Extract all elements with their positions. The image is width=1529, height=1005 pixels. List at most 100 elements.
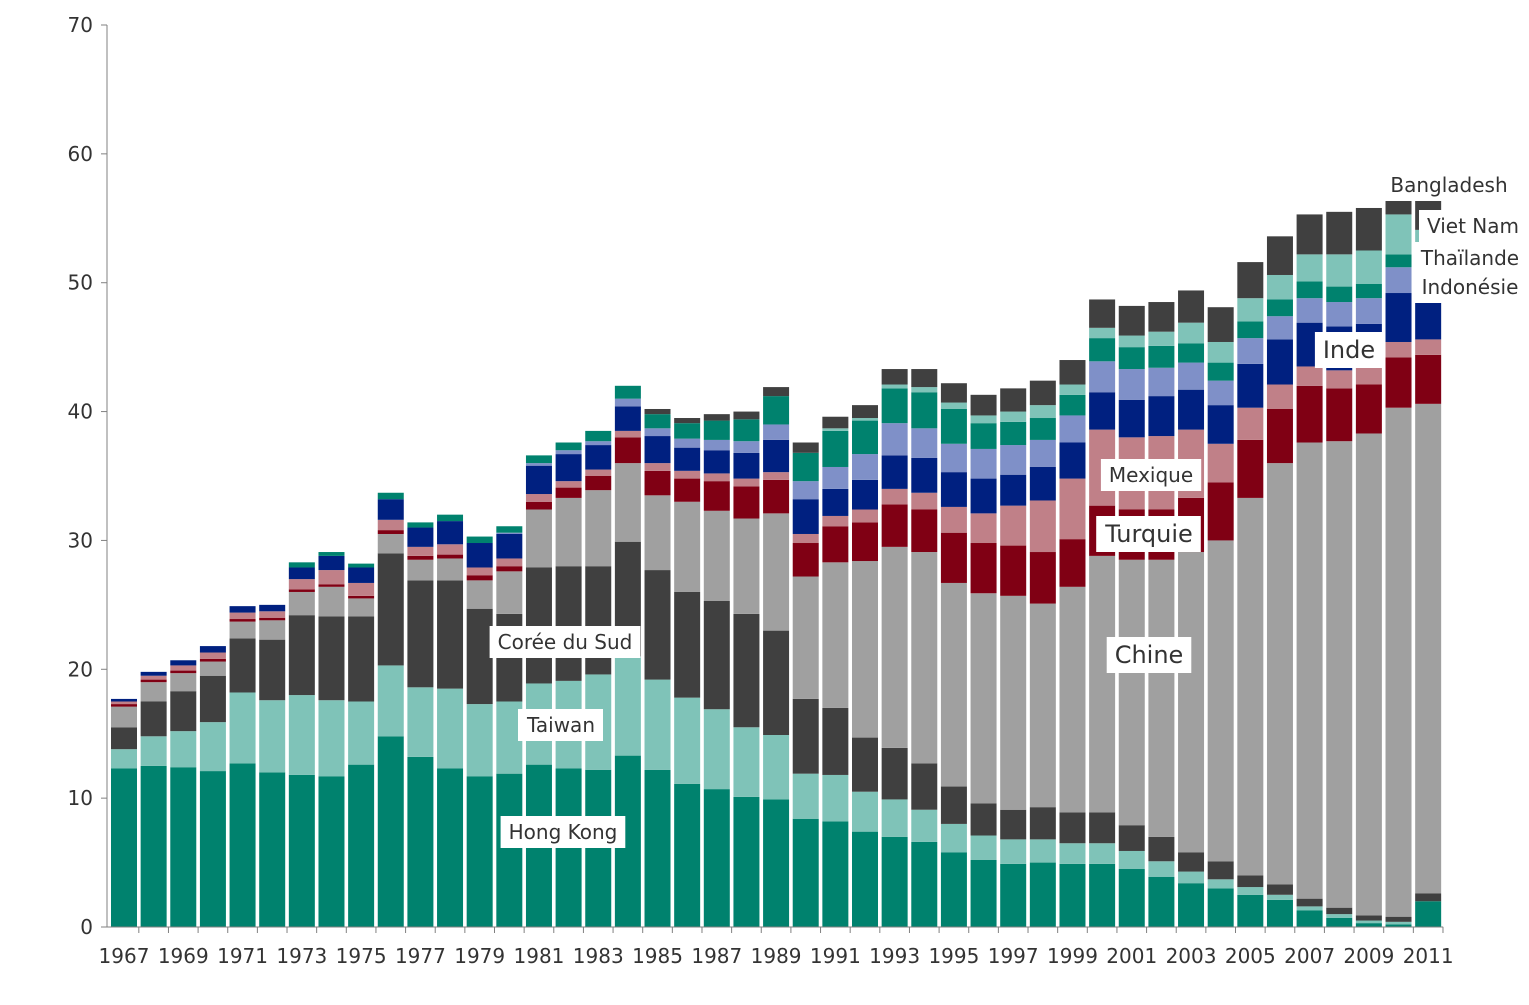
- bar-segment-thailande-2008: [1326, 286, 1353, 303]
- annotation-turquie: Turquie: [1096, 516, 1201, 552]
- bar-segment-chine-1988: [733, 518, 760, 614]
- annotation-box: [489, 626, 641, 658]
- annotation-box: [1314, 332, 1384, 368]
- bar-segment-indonesie-1999: [1059, 415, 1086, 443]
- bar-segment-taiwan-1998: [1029, 839, 1056, 863]
- bar-segment-turquie-1991: [822, 526, 849, 563]
- bar-segment-thailande-1975: [348, 563, 375, 568]
- bar-segment-chine-1970: [199, 661, 226, 676]
- x-tick-label: 2003: [1166, 944, 1217, 968]
- bar-segment-mexique-2008: [1326, 370, 1353, 389]
- bar-segment-taiwan-1990: [792, 773, 819, 819]
- bar-segment-inde-1975: [348, 567, 375, 583]
- bar-segment-indonesie-1992: [852, 454, 878, 480]
- bar-segment-inde-1988: [733, 452, 760, 479]
- bar-segment-bangladesh-2001: [1118, 305, 1145, 336]
- bar-segment-inde-1969: [170, 660, 197, 666]
- bar-segment-hong-kong-1995: [940, 852, 967, 927]
- bar-segment-bangladesh-1995: [940, 383, 967, 403]
- bar-segment-inde-1993: [881, 455, 908, 489]
- bar-segment-coree-du-sud-1981: [525, 567, 552, 684]
- bar-segment-thailande-1996: [970, 423, 997, 449]
- x-tick-label: 2001: [1106, 944, 1157, 968]
- bar-segment-hong-kong-1985: [644, 769, 671, 927]
- y-tick-label: 30: [68, 528, 93, 552]
- bar-segment-hong-kong-1993: [881, 836, 908, 927]
- bar-segment-chine-1998: [1029, 603, 1056, 808]
- bar-segment-hong-kong-1976: [377, 736, 404, 927]
- bar-segment-taiwan-1973: [288, 695, 315, 775]
- bar-segment-mexique-2004: [1207, 443, 1234, 483]
- bar-segment-coree-du-sud-1997: [1000, 809, 1027, 840]
- annotation-indonesie: Indonésie: [1413, 271, 1527, 303]
- bar-segment-coree-du-sud-1970: [199, 675, 226, 723]
- bar-segment-coree-du-sud-1996: [970, 803, 997, 836]
- bar-segment-turquie-1995: [940, 532, 967, 583]
- bar-segment-hong-kong-1971: [229, 763, 256, 927]
- annotation-box: [1382, 169, 1516, 201]
- bar-segment-taiwan-1971: [229, 692, 256, 764]
- bar-segment-indonesie-2002: [1148, 367, 1175, 397]
- bar-segment-mexique-2006: [1266, 384, 1293, 409]
- bar-segment-inde-1979: [466, 543, 493, 568]
- bar-segment-taiwan-1997: [1000, 839, 1027, 864]
- bar-segment-chine-1985: [644, 495, 671, 571]
- bar-segment-indonesie-1990: [792, 481, 819, 500]
- bar-segment-taiwan-1987: [703, 709, 730, 790]
- annotation-layer: Hong Kong Taiwan Corée du Sud Chine Turquie M…: [489, 169, 1528, 848]
- bar-segment-mexique-2009: [1355, 367, 1382, 385]
- bar-segment-coree-du-sud-1971: [229, 638, 256, 693]
- bar-segment-hong-kong-1992: [852, 831, 878, 927]
- bar-segment-bangladesh-1997: [1000, 388, 1027, 412]
- bar-segment-bangladesh-1992: [852, 405, 878, 419]
- bar-segment-hong-kong-1980: [496, 773, 523, 927]
- bar-segment-turquie-1990: [792, 543, 819, 577]
- bar-segment-bangladesh-1991: [822, 416, 849, 429]
- bar-segment-mexique-1983: [585, 469, 612, 476]
- bar-segment-hong-kong-1974: [318, 776, 345, 927]
- bar-segment-viet-nam-1996: [970, 415, 997, 424]
- bar-segment-indonesie-1997: [1000, 445, 1027, 475]
- x-tick-label: 2009: [1343, 944, 1394, 968]
- bar-segment-inde-1978: [437, 521, 464, 545]
- bar-segment-mexique-1985: [644, 463, 671, 471]
- bar-segment-turquie-1988: [733, 486, 760, 519]
- bar-segment-turquie-1977: [407, 555, 434, 560]
- bar-segment-thailande-1994: [911, 392, 938, 429]
- bar-segment-turquie-1992: [852, 522, 878, 562]
- bar-segment-turquie-1984: [614, 437, 641, 464]
- bar-segment-chine-1999: [1059, 586, 1086, 813]
- bar-segment-taiwan-2002: [1148, 861, 1175, 877]
- bar-segment-hong-kong-1991: [822, 821, 849, 927]
- bar-segment-inde-1973: [288, 567, 315, 580]
- bar-segment-thailande-1993: [881, 388, 908, 424]
- bar-segment-thailande-1976: [377, 492, 404, 500]
- bar-segment-taiwan-2006: [1266, 894, 1293, 900]
- bar-segment-mexique-1999: [1059, 478, 1086, 540]
- bar-segment-thailande-1983: [585, 430, 612, 442]
- bar-segment-viet-nam-1998: [1029, 405, 1056, 419]
- bar-segment-turquie-1980: [496, 566, 523, 572]
- bar-segment-taiwan-2005: [1237, 887, 1264, 895]
- bar-segment-chine-1980: [496, 571, 523, 614]
- bar-segment-hong-kong-1977: [407, 756, 434, 927]
- bar-segment-indonesie-2009: [1355, 298, 1382, 324]
- bar-segment-viet-nam-1999: [1059, 384, 1086, 395]
- bar-segment-coree-du-sud-2004: [1207, 861, 1234, 880]
- bar-segment-coree-du-sud-1974: [318, 616, 345, 701]
- bar-segment-chine-2002: [1148, 559, 1175, 837]
- bar-segment-taiwan-2000: [1089, 843, 1116, 864]
- bar-segment-taiwan-1976: [377, 665, 404, 737]
- bar-segment-turquie-1987: [703, 481, 730, 511]
- bar-segment-taiwan-2001: [1118, 850, 1145, 870]
- bar-segment-taiwan-1992: [852, 791, 878, 832]
- bar-segment-turquie-1989: [763, 479, 790, 514]
- bar-segment-viet-nam-2004: [1207, 341, 1234, 363]
- bar-segment-turquie-1968: [140, 679, 167, 683]
- bar-segment-taiwan-2009: [1355, 920, 1382, 924]
- bar-segment-mexique-1975: [348, 582, 375, 596]
- annotation-box: [1100, 459, 1202, 491]
- bar-segment-thailande-1995: [940, 408, 967, 444]
- bar-segment-turquie-1999: [1059, 539, 1086, 587]
- bar-segment-mexique-1973: [288, 579, 315, 590]
